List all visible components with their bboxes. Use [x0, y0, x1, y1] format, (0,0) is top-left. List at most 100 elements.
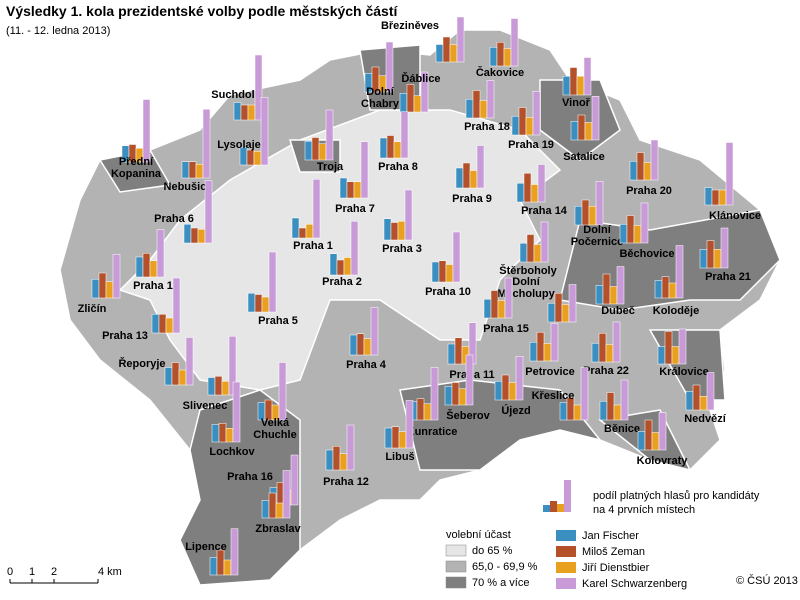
bar: [202, 109, 211, 179]
bar: [547, 303, 556, 323]
bar: [311, 137, 320, 161]
bar: [183, 224, 192, 244]
bar: [211, 424, 220, 443]
bar: [515, 356, 524, 401]
bar: [207, 377, 216, 396]
district-label: Praha 3: [382, 243, 422, 255]
district-label: Satalice: [563, 151, 605, 163]
bar: [650, 139, 659, 181]
bar: [349, 334, 358, 356]
bar: [454, 337, 463, 365]
turnout-label: 70 % a více: [472, 577, 529, 589]
title: Výsledky 1. kola prezidentské volby podl…: [6, 3, 399, 19]
bar: [458, 388, 467, 406]
bar: [559, 402, 568, 421]
district-label: Chuchle: [253, 429, 296, 441]
district-label: Nebušice: [164, 181, 213, 193]
bar: [312, 179, 321, 239]
bar: [602, 273, 611, 305]
bar: [142, 99, 151, 163]
bar: [720, 227, 729, 269]
bar: [576, 76, 585, 96]
bar: [658, 412, 667, 451]
bar: [452, 231, 461, 283]
district-label: Velká: [261, 417, 290, 429]
bar: [405, 400, 414, 449]
bar: [678, 328, 687, 365]
district-label: Újezd: [501, 404, 530, 417]
bar: [462, 162, 471, 189]
bar: [711, 189, 720, 206]
subtitle: (11. - 12. ledna 2013): [6, 25, 110, 37]
bar: [195, 164, 204, 179]
bar: [573, 404, 582, 421]
district-label: Praha 4: [346, 359, 387, 371]
bar: [451, 382, 460, 406]
district-label: Dubeč: [601, 305, 635, 317]
bar: [583, 57, 592, 96]
bar: [465, 99, 474, 119]
bar: [449, 44, 458, 63]
candidate-label: Miloš Zeman: [582, 546, 645, 558]
candidate-swatch: [556, 562, 576, 573]
bar: [390, 222, 399, 241]
bar: [626, 215, 635, 244]
bar: [455, 167, 464, 189]
scale-label: 0: [7, 566, 13, 578]
bar: [540, 221, 549, 263]
bar: [391, 426, 400, 449]
bar: [336, 259, 345, 276]
bar: [569, 67, 578, 96]
bar: [416, 398, 425, 421]
bar: [619, 224, 628, 244]
candidate-swatch: [556, 578, 576, 589]
bar: [616, 266, 625, 305]
district-label: Dolní: [366, 86, 394, 98]
bar: [404, 189, 413, 241]
district-label: Chabry: [361, 98, 400, 110]
bar: [386, 135, 395, 159]
bar: [591, 96, 600, 141]
bar: [253, 151, 262, 166]
district-label: Praha 15: [483, 323, 529, 335]
bar: [435, 44, 444, 63]
bar: [497, 300, 506, 319]
bar: [298, 227, 307, 239]
district-label: Praha 7: [335, 203, 375, 215]
turnout-swatch: [445, 560, 467, 573]
bar: [595, 181, 604, 226]
bar: [643, 162, 652, 181]
turnout-title: volební účast: [446, 529, 511, 541]
bar: [209, 557, 218, 576]
bar: [476, 145, 485, 189]
bar: [384, 427, 393, 449]
bar: [668, 282, 677, 299]
district-label: Praha 22: [583, 365, 629, 377]
bar: [577, 114, 586, 141]
bar: [699, 396, 708, 411]
district-label: Čakovice: [476, 66, 524, 79]
bar: [232, 381, 241, 443]
bar: [543, 343, 552, 362]
bar: [444, 386, 453, 406]
bar: [613, 404, 622, 421]
bar: [533, 244, 542, 263]
district-label: Praha 6: [154, 213, 194, 225]
bar: [581, 199, 590, 226]
scale-label: 2: [51, 566, 57, 578]
district-label: Kunratice: [407, 426, 458, 438]
bar: [370, 307, 379, 356]
bar: [706, 240, 715, 269]
bar: [536, 332, 545, 362]
bar: [570, 121, 579, 141]
bar: [523, 173, 532, 203]
bar: [671, 346, 680, 365]
district-label: Zbraslav: [255, 523, 301, 535]
bar: [400, 111, 409, 159]
bar: [718, 189, 727, 206]
district-label: Řeporyje: [118, 357, 165, 370]
bar: [637, 431, 646, 451]
bar: [609, 286, 618, 305]
bar: [519, 243, 528, 263]
bar: [356, 333, 365, 356]
